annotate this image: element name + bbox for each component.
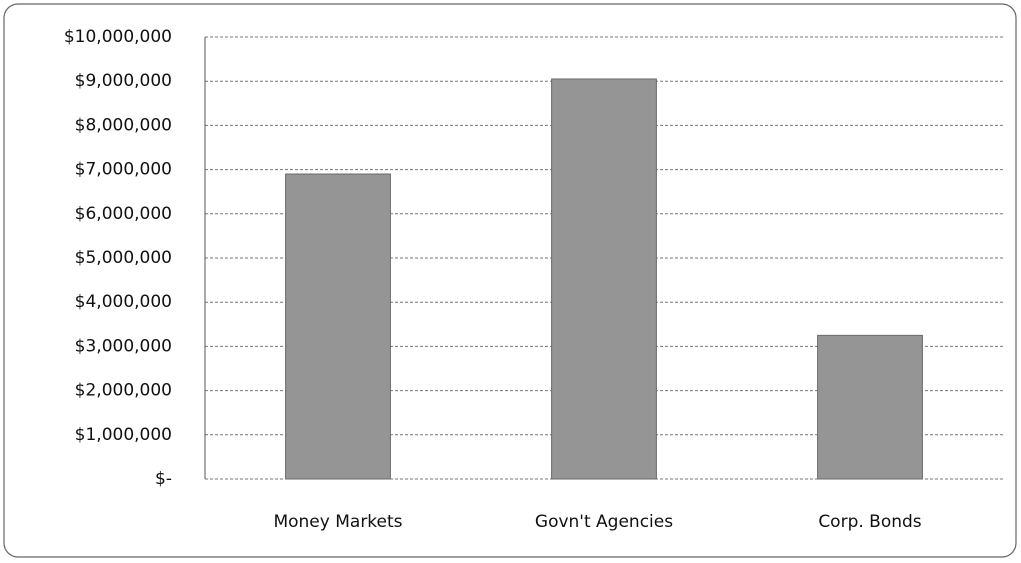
x-tick-label: Corp. Bonds [818, 512, 921, 532]
y-tick-label: $1,000,000 [75, 425, 172, 445]
y-tick-label: $10,000,000 [64, 27, 172, 47]
y-tick-label: $6,000,000 [75, 204, 172, 224]
y-tick-label: $9,000,000 [75, 71, 172, 91]
x-tick-label: Money Markets [273, 512, 402, 532]
bar [551, 78, 657, 480]
y-tick-label: $4,000,000 [75, 292, 172, 312]
chart-border [3, 3, 1017, 558]
y-tick-label: $2,000,000 [75, 381, 172, 401]
bar [817, 334, 923, 480]
y-tick-label: $7,000,000 [75, 160, 172, 180]
y-tick-label: $5,000,000 [75, 248, 172, 268]
y-tick-label: $3,000,000 [75, 336, 172, 356]
y-tick-label: $8,000,000 [75, 115, 172, 135]
y-tick-label: $- [155, 469, 172, 489]
x-tick-label: Govn't Agencies [535, 512, 673, 532]
bar [285, 173, 391, 480]
